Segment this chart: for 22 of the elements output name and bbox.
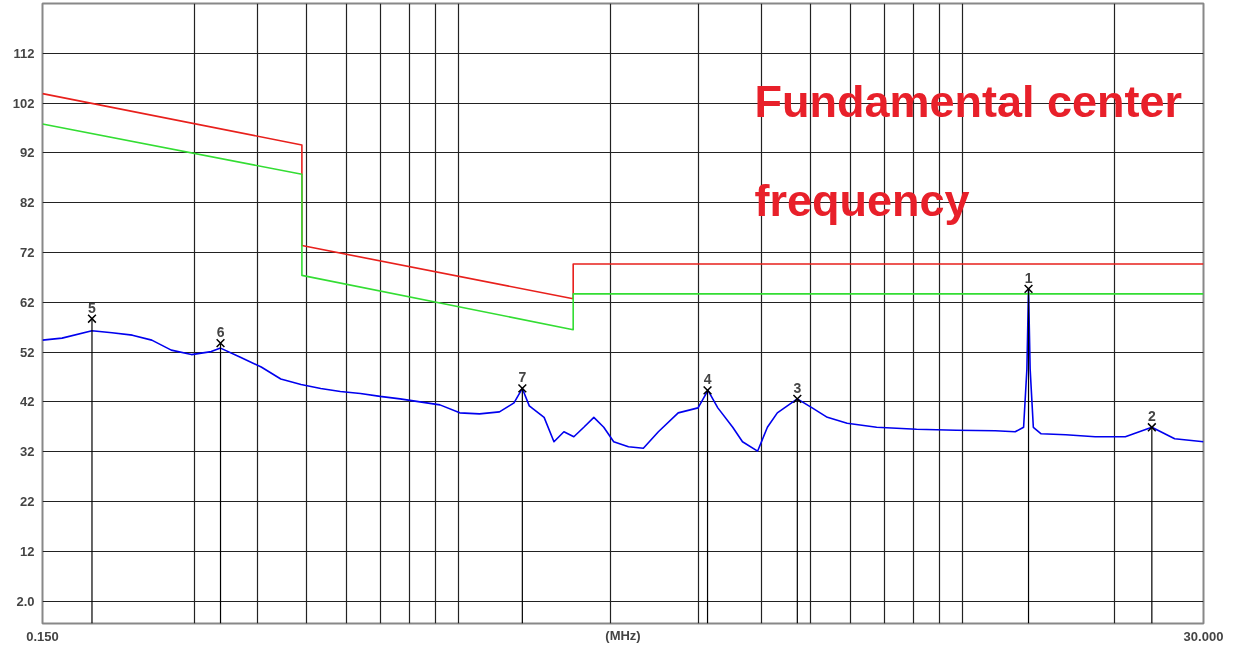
y-tick-label: 82 (20, 195, 35, 211)
annotation: 4 (703, 371, 712, 388)
y-tick-label: 22 (20, 493, 35, 509)
x-axis-title: (MHz) (605, 627, 641, 643)
y-tick-label: 42 (20, 394, 35, 410)
y-tick-label: 112 (13, 45, 35, 61)
annotation: 5 (88, 299, 97, 316)
x-tick-label: 30.000 (1183, 628, 1224, 644)
y-tick-label: 62 (20, 294, 35, 310)
y-tick-label: 72 (20, 245, 35, 260)
y-tick-label: 92 (20, 145, 35, 161)
x-tick-label: 0.150 (26, 628, 59, 644)
y-tick-label: 32 (20, 444, 35, 460)
y-tick-label: 102 (12, 95, 35, 111)
annotation: 6 (216, 324, 225, 341)
annotation: 1 (1024, 269, 1033, 286)
annotation: 2 (1147, 408, 1156, 425)
y-tick-label: 12 (20, 543, 35, 559)
y-tick-label: 52 (20, 344, 35, 360)
annotation: 7 (518, 369, 527, 386)
annotation: 3 (793, 379, 802, 396)
y-tick-label: 2.0 (16, 593, 35, 609)
